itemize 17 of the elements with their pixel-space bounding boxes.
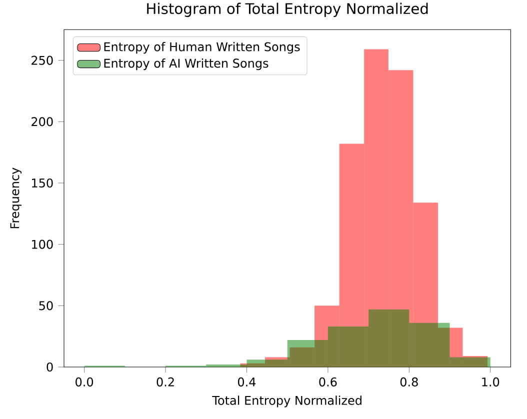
y-tick-label: 250 <box>32 56 53 65</box>
y-tick-label: 200 <box>32 117 53 126</box>
x-tick-label: 1.0 <box>482 377 500 386</box>
y-axis-title: Frequency <box>10 168 22 228</box>
y-tick-label: 100 <box>32 240 53 249</box>
chart-title: Histogram of Total Entropy Normalized <box>147 2 428 17</box>
legend-label: Entropy of Human Written Songs <box>104 42 300 54</box>
legend-label: Entropy of AI Written Songs <box>104 58 268 70</box>
y-tick-label: 150 <box>32 178 53 188</box>
x-tick-label: 0.2 <box>156 377 174 386</box>
x-tick-label: 0.8 <box>400 377 418 386</box>
x-tick-label: 0.4 <box>238 377 256 386</box>
x-tick-label: 0.0 <box>76 377 94 386</box>
x-axis-title: Total Entropy Normalized <box>212 396 362 408</box>
y-tick-label: 50 <box>39 301 53 310</box>
x-tick-label: 0.6 <box>319 377 337 386</box>
y-tick-label: 0 <box>46 362 53 372</box>
